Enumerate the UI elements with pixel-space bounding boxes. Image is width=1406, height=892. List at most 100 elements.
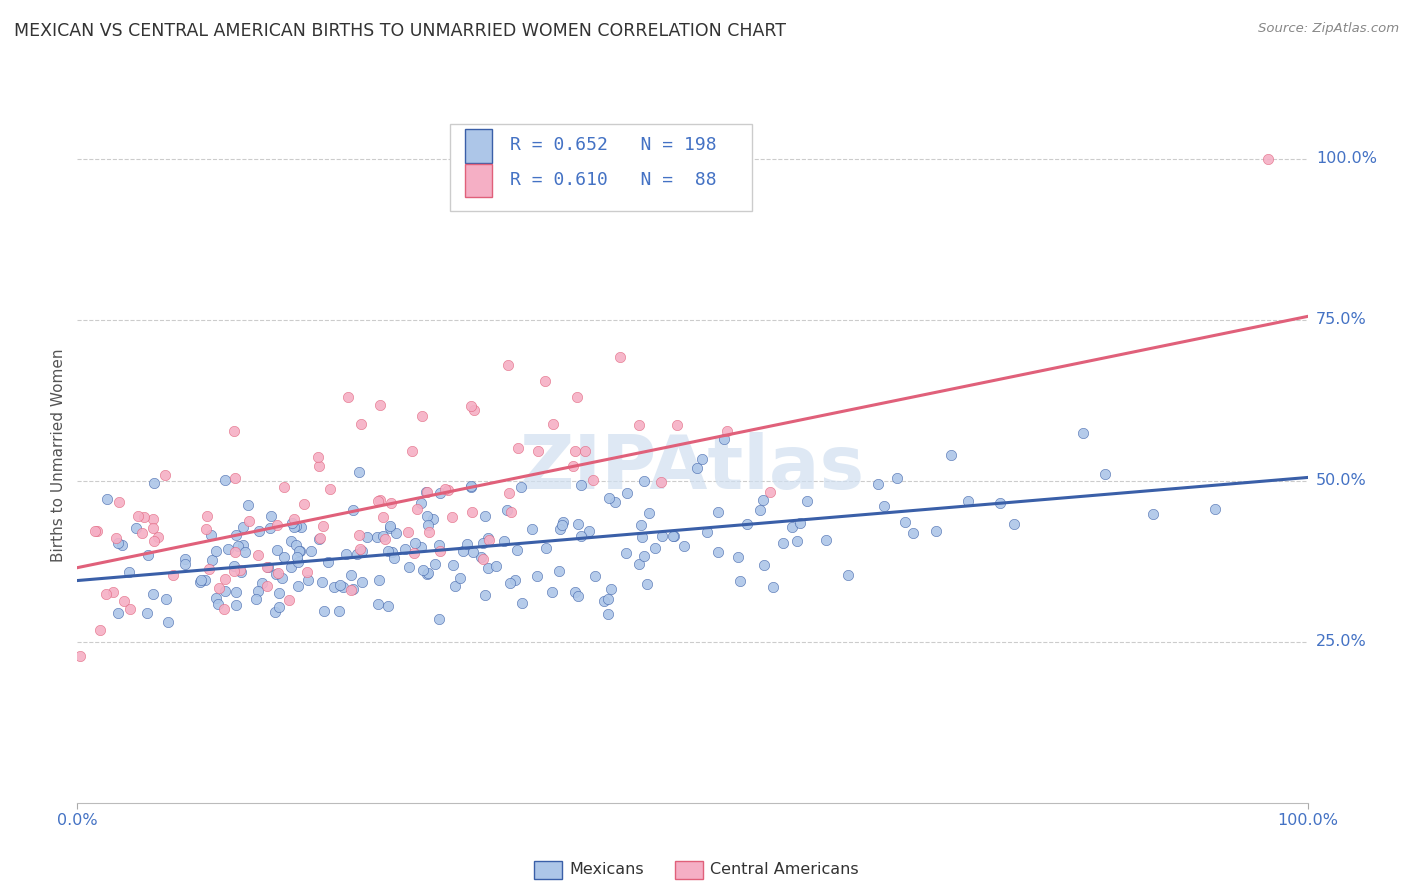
Point (205, 544, 228, 558)
Point (474, 589, 496, 603)
Point (340, 567, 363, 582)
Point (226, 539, 249, 553)
Point (553, 515, 575, 529)
Point (190, 573, 212, 587)
Point (631, 530, 654, 544)
Point (616, 485, 638, 500)
Point (288, 544, 311, 558)
Point (224, 424, 246, 438)
Point (134, 510, 156, 524)
Point (232, 520, 254, 534)
Point (925, 524, 948, 538)
Point (143, 476, 166, 491)
Point (541, 585, 564, 599)
Point (583, 569, 606, 583)
Point (498, 576, 520, 591)
Point (267, 566, 290, 580)
Point (232, 537, 254, 551)
Point (263, 605, 285, 619)
Point (214, 473, 236, 487)
Point (749, 502, 772, 516)
Point (238, 514, 260, 528)
Point (478, 533, 501, 547)
Point (328, 604, 350, 618)
Point (112, 593, 135, 607)
Point (650, 475, 672, 490)
Point (526, 569, 548, 583)
Point (425, 557, 447, 571)
Point (422, 512, 444, 526)
Point (111, 538, 134, 552)
Point (194, 522, 217, 536)
Point (342, 582, 364, 596)
Point (371, 529, 394, 543)
Point (107, 536, 129, 550)
Point (541, 417, 564, 432)
Point (498, 486, 520, 500)
Point (308, 459, 330, 474)
Point (329, 577, 352, 591)
Point (374, 533, 396, 547)
Point (673, 539, 696, 553)
Point (415, 508, 437, 523)
Point (627, 418, 650, 433)
Point (696, 525, 718, 540)
Point (1142, 507, 1164, 521)
Point (814, 533, 837, 547)
Point (633, 474, 655, 488)
Point (366, 530, 388, 544)
Point (367, 597, 389, 611)
Text: R = 0.610   N =  88: R = 0.610 N = 88 (510, 171, 717, 189)
Point (233, 544, 256, 558)
Point (307, 450, 329, 464)
Point (256, 579, 278, 593)
Point (441, 558, 464, 573)
Point (142, 521, 165, 535)
Point (548, 522, 571, 536)
Text: 50.0%: 50.0% (1316, 473, 1367, 488)
Point (433, 482, 456, 496)
Point (460, 399, 482, 413)
Point (437, 483, 460, 497)
Point (901, 525, 924, 540)
Point (495, 503, 517, 517)
Point (229, 565, 252, 579)
Point (567, 390, 589, 404)
Point (470, 549, 492, 564)
Point (567, 517, 589, 532)
Point (510, 596, 533, 610)
Point (222, 559, 245, 574)
Point (394, 542, 416, 557)
Point (404, 536, 426, 550)
Point (837, 568, 859, 582)
Point (429, 485, 451, 500)
Point (273, 549, 295, 564)
Point (266, 566, 288, 581)
Point (287, 555, 309, 569)
Text: 100.0%: 100.0% (1316, 151, 1376, 166)
Point (461, 545, 484, 559)
Point (939, 448, 962, 462)
Point (225, 599, 247, 613)
Point (567, 589, 589, 603)
Point (690, 452, 713, 467)
Point (214, 584, 236, 599)
Point (368, 493, 391, 508)
Point (200, 528, 222, 542)
Point (796, 494, 818, 508)
Point (506, 441, 529, 455)
Point (786, 533, 808, 548)
Point (283, 520, 305, 534)
Point (297, 574, 319, 588)
Point (377, 543, 399, 558)
Point (284, 519, 307, 533)
Point (155, 592, 177, 607)
Point (1094, 467, 1116, 481)
Point (412, 564, 434, 578)
Point (288, 544, 311, 558)
Point (290, 520, 312, 534)
Text: ZIPAtlas: ZIPAtlas (520, 433, 865, 506)
Point (627, 557, 650, 571)
Point (267, 586, 290, 600)
Point (287, 579, 309, 593)
